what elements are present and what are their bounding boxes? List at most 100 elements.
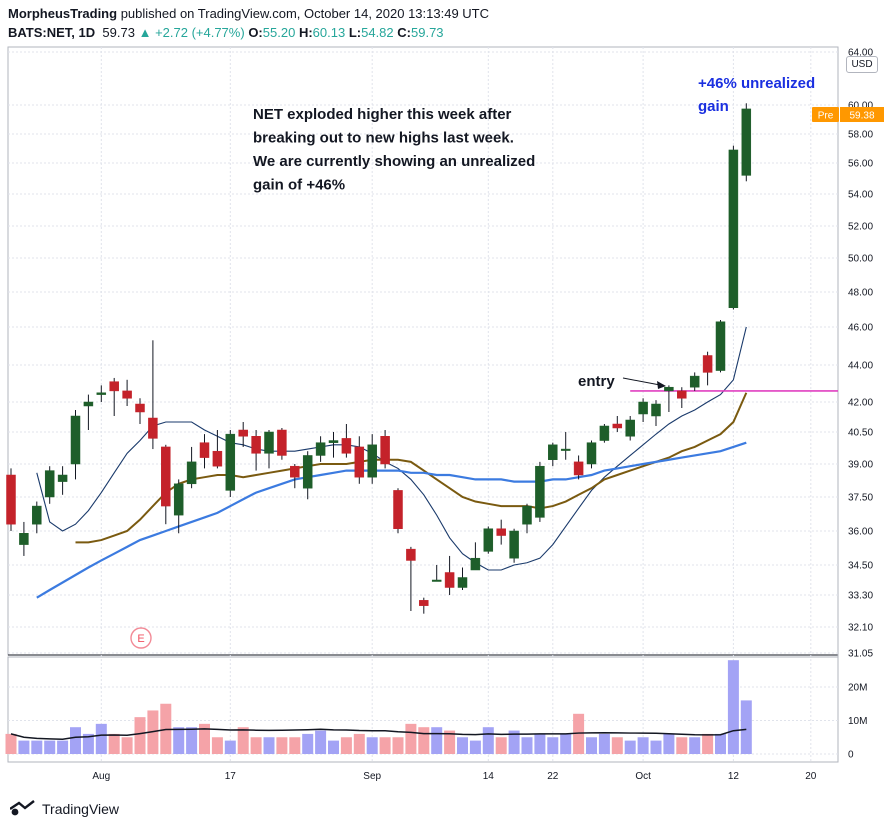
entry-arrow-icon	[657, 381, 666, 389]
candle-body	[135, 403, 145, 413]
gain-annotation-line: gain	[698, 98, 729, 115]
price-tag-label: Pre	[818, 111, 834, 122]
brand-name: TradingView	[42, 801, 120, 817]
slow-ma-line	[36, 441, 747, 599]
candle-body	[96, 392, 107, 395]
candle-body	[354, 446, 365, 478]
candle-body	[444, 572, 455, 588]
volume-bar	[405, 723, 417, 754]
volume-bar	[702, 733, 714, 754]
candle-body	[560, 448, 571, 451]
candle	[535, 461, 545, 522]
candle	[109, 377, 119, 416]
price-tick-label: 52.00	[848, 222, 873, 233]
candle	[161, 444, 171, 525]
volume-bar	[611, 737, 623, 754]
volume-bar	[263, 737, 275, 754]
candle-body	[702, 355, 713, 373]
candle	[419, 597, 429, 614]
candle	[431, 565, 442, 582]
volume-bar	[392, 737, 404, 754]
candle	[406, 546, 416, 611]
symbol-label[interactable]: BATS:NET, 1D	[8, 25, 96, 40]
volume-bar	[495, 737, 507, 754]
candle	[354, 436, 365, 484]
close-value: 59.73	[411, 25, 444, 40]
time-tick-label: 20	[805, 771, 817, 782]
volume-bar	[95, 723, 107, 754]
annotation-note-line: We are currently showing an unrealized	[253, 153, 535, 170]
candle-body	[57, 474, 68, 482]
candle	[32, 501, 42, 534]
candle	[290, 464, 300, 489]
price-tag-value-box	[840, 107, 884, 122]
candle	[677, 387, 687, 408]
volume-bar	[715, 733, 726, 754]
candle-body	[431, 579, 442, 582]
publish-line: MorpheusTrading published on TradingView…	[8, 6, 489, 21]
price-tick-label: 39.00	[848, 460, 873, 471]
volume-bar	[521, 737, 533, 754]
candle-body	[664, 386, 674, 392]
candle	[277, 428, 287, 460]
candle	[470, 542, 481, 571]
volume-bar	[82, 733, 94, 754]
time-tick-label: 22	[547, 771, 559, 782]
candle-body	[122, 390, 132, 399]
price-pane	[7, 46, 839, 656]
volume-bar	[276, 737, 288, 754]
volume-bar	[57, 740, 69, 754]
candle	[341, 424, 352, 458]
candle-body	[109, 381, 119, 392]
volume-tick-label: 0	[848, 750, 854, 761]
candle-body	[599, 425, 610, 441]
currency-badge[interactable]: USD	[846, 56, 878, 73]
candle-body	[612, 423, 623, 429]
candle-body	[328, 440, 339, 443]
candle	[57, 466, 68, 495]
volume-bar	[624, 740, 636, 754]
volume-bar	[44, 740, 56, 754]
time-tick-label: Oct	[635, 771, 651, 782]
candle	[302, 451, 313, 500]
open-value: 55.20	[262, 25, 296, 40]
volume-bar	[431, 727, 443, 754]
volume-bar	[237, 727, 249, 754]
candle	[44, 466, 55, 504]
price-tick-label: 34.50	[848, 561, 873, 572]
candle	[444, 555, 455, 595]
gain-annotation-line: +46% unrealized	[698, 75, 815, 92]
price-tick-label: 36.00	[848, 527, 873, 538]
price-tick-label: 31.05	[848, 649, 873, 660]
price-tick-label: 50.00	[848, 254, 873, 265]
volume-bar	[676, 737, 688, 754]
volume-bar	[121, 737, 133, 754]
candle-body	[341, 438, 352, 454]
candle-body	[380, 436, 390, 465]
author-name[interactable]: MorpheusTrading	[8, 6, 118, 21]
candle-body	[625, 419, 635, 437]
volume-bar	[328, 740, 339, 754]
candle	[651, 400, 661, 426]
volume-bar	[379, 737, 391, 754]
volume-tick-label: 20M	[848, 683, 867, 694]
time-tick-label: Sep	[363, 771, 381, 782]
candle-body	[638, 401, 648, 415]
volume-bar	[598, 733, 610, 754]
candle	[560, 432, 571, 460]
candle	[664, 385, 674, 412]
candle	[522, 503, 532, 534]
candle-body	[741, 108, 752, 176]
time-tick-label: 12	[728, 771, 740, 782]
up-arrow-icon: ▲	[138, 25, 152, 40]
time-tick-label: 14	[483, 771, 495, 782]
earnings-label: E	[137, 633, 144, 645]
earnings-marker: E	[130, 627, 152, 649]
change-value: +2.72 (+4.77%)	[155, 25, 245, 40]
candle-body	[483, 528, 494, 552]
candle	[315, 436, 326, 462]
candle	[702, 351, 713, 386]
candle-body	[290, 465, 300, 478]
volume-bar	[482, 727, 494, 754]
